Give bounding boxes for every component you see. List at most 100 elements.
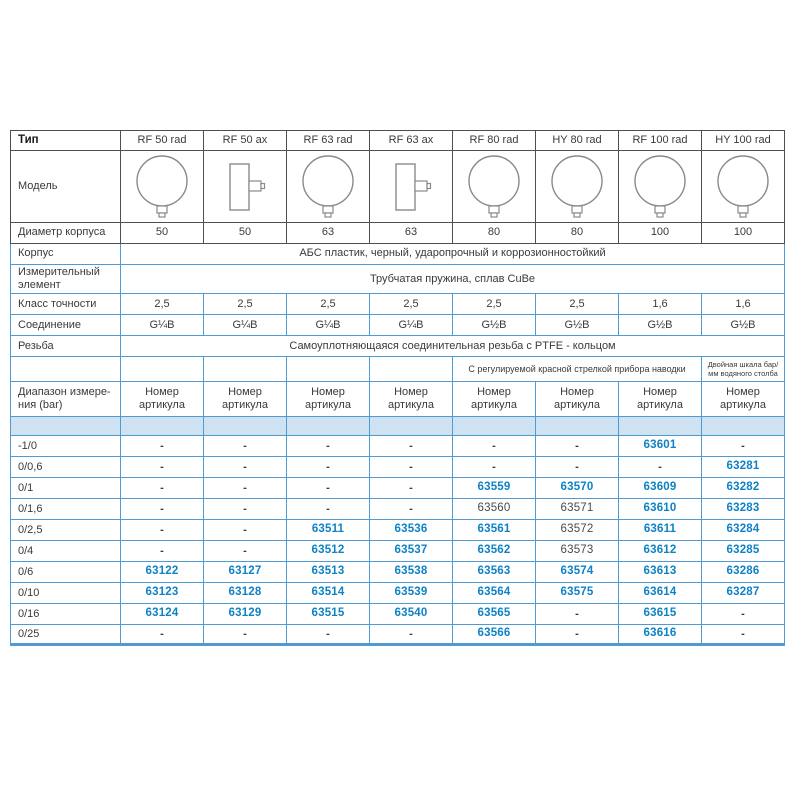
- spec-table: Тип RF 50 rad RF 50 ax RF 63 rad RF 63 a…: [10, 130, 785, 647]
- connection-value: G¼B: [370, 315, 453, 337]
- feature-empty-cell: [370, 357, 453, 383]
- no-article-cell: -: [287, 625, 370, 647]
- diameter-value: 50: [121, 223, 204, 244]
- diameter-value: 63: [287, 223, 370, 244]
- diameter-row: Диаметр корпуса 50 50 63 63 80 80 100 10…: [10, 223, 785, 244]
- no-article-cell: -: [204, 478, 287, 500]
- article-number-cell: 63127: [204, 562, 287, 584]
- article-number-cell: 63571: [536, 499, 619, 521]
- connection-value: G½B: [702, 315, 785, 337]
- highlight-cell: [453, 417, 536, 437]
- article-number-cell: 63124: [121, 604, 204, 626]
- highlight-cell: [619, 417, 702, 437]
- type-col-header: RF 50 ax: [204, 130, 287, 151]
- feature-empty-cell: [10, 357, 121, 383]
- type-col-header: RF 63 rad: [287, 130, 370, 151]
- article-number-cell: 63601: [619, 436, 702, 458]
- diameter-value: 80: [536, 223, 619, 244]
- article-number-cell: 63539: [370, 583, 453, 605]
- type-col-header: RF 63 ax: [370, 130, 453, 151]
- range-cell: 0/0,6: [10, 457, 121, 479]
- article-number-cell: 63537: [370, 541, 453, 563]
- article-number-cell: 63562: [453, 541, 536, 563]
- article-number-cell: 63281: [702, 457, 785, 479]
- diameter-value: 63: [370, 223, 453, 244]
- range-cell: 0/1: [10, 478, 121, 500]
- no-article-cell: -: [702, 625, 785, 647]
- connection-value: G¼B: [204, 315, 287, 337]
- article-number-cell: 63573: [536, 541, 619, 563]
- element-label: Измерительный элемент: [10, 265, 121, 295]
- no-article-cell: -: [121, 625, 204, 647]
- no-article-cell: -: [204, 499, 287, 521]
- article-number-cell: 63122: [121, 562, 204, 584]
- article-number-cell: 63286: [702, 562, 785, 584]
- highlight-cell: [121, 417, 204, 437]
- article-header-cell: Номер артикула: [619, 382, 702, 418]
- table-row: 0/0,6- - - - - - -63281: [10, 457, 785, 479]
- type-col-header: RF 50 rad: [121, 130, 204, 151]
- article-number-cell: 63563: [453, 562, 536, 584]
- article-number-cell: 63613: [619, 562, 702, 584]
- article-number-cell: 63560: [453, 499, 536, 521]
- table-row: 0/1- - - -63559 63570 63609 63282: [10, 478, 785, 500]
- connection-value: G¼B: [287, 315, 370, 337]
- no-article-cell: -: [536, 625, 619, 647]
- accuracy-row: Класс точности 2,5 2,5 2,5 2,5 2,5 2,5 1…: [10, 294, 785, 316]
- article-number-cell: 63612: [619, 541, 702, 563]
- article-number-cell: 63615: [619, 604, 702, 626]
- article-number-cell: 63565: [453, 604, 536, 626]
- element-row: Измерительный элемент Трубчатая пружина,…: [10, 265, 785, 295]
- accuracy-value: 2,5: [121, 294, 204, 316]
- no-article-cell: -: [287, 499, 370, 521]
- no-article-cell: -: [370, 436, 453, 458]
- gauge-axial-drawing: [204, 151, 287, 223]
- feature-empty-cell: [121, 357, 204, 383]
- model-label: Модель: [10, 151, 121, 223]
- range-cell: 0/25: [10, 625, 121, 647]
- no-article-cell: -: [121, 457, 204, 479]
- no-article-cell: -: [121, 541, 204, 563]
- connection-value: G¼B: [121, 315, 204, 337]
- gauge-radial-drawing: [287, 151, 370, 223]
- article-number-cell: 63283: [702, 499, 785, 521]
- article-number-cell: 63285: [702, 541, 785, 563]
- article-number-cell: 63564: [453, 583, 536, 605]
- article-header-cell: Номер артикула: [121, 382, 204, 418]
- type-col-header: HY 80 rad: [536, 130, 619, 151]
- article-number-cell: 63574: [536, 562, 619, 584]
- feature-row: С регулируемой красной стрелкой прибора …: [10, 357, 785, 383]
- type-col-header: RF 100 rad: [619, 130, 702, 151]
- no-article-cell: -: [204, 457, 287, 479]
- highlight-cell: [287, 417, 370, 437]
- accuracy-value: 2,5: [370, 294, 453, 316]
- accuracy-value: 2,5: [287, 294, 370, 316]
- no-article-cell: -: [204, 625, 287, 647]
- article-number-cell: 63514: [287, 583, 370, 605]
- connection-row: Соединение G¼B G¼B G¼B G¼B G½B G½B G½B G…: [10, 315, 785, 337]
- feature-empty-cell: [287, 357, 370, 383]
- static-rows: Тип RF 50 rad RF 50 ax RF 63 rad RF 63 a…: [10, 130, 785, 418]
- table-row: 0/6 63122 63127 63513 63538 63563 63574 63613 63…: [10, 562, 785, 584]
- type-label: Тип: [10, 130, 121, 151]
- gauge-radial-drawing: [453, 151, 536, 223]
- accuracy-value: 2,5: [536, 294, 619, 316]
- no-article-cell: -: [370, 625, 453, 647]
- article-header-cell: Номер артикула: [702, 382, 785, 418]
- highlight-cell: [370, 417, 453, 437]
- table-row: 0/1,6- - - -63560 63571 63610 63283: [10, 499, 785, 521]
- highlight-cell: [204, 417, 287, 437]
- accuracy-value: 1,6: [702, 294, 785, 316]
- highlight-cell: [702, 417, 785, 437]
- no-article-cell: -: [287, 478, 370, 500]
- no-article-cell: -: [453, 436, 536, 458]
- article-number-cell: 63282: [702, 478, 785, 500]
- article-header-cell: Номер артикула: [287, 382, 370, 418]
- article-header-cell: Номер артикула: [204, 382, 287, 418]
- gauge-radial-drawing: [121, 151, 204, 223]
- no-article-cell: -: [121, 499, 204, 521]
- table-row: 0/2,5- -63511 63536 63561 63572 63611 63284: [10, 520, 785, 542]
- range-header-label: Диапазон измере- ния (bar): [10, 382, 121, 418]
- type-col-header: HY 100 rad: [702, 130, 785, 151]
